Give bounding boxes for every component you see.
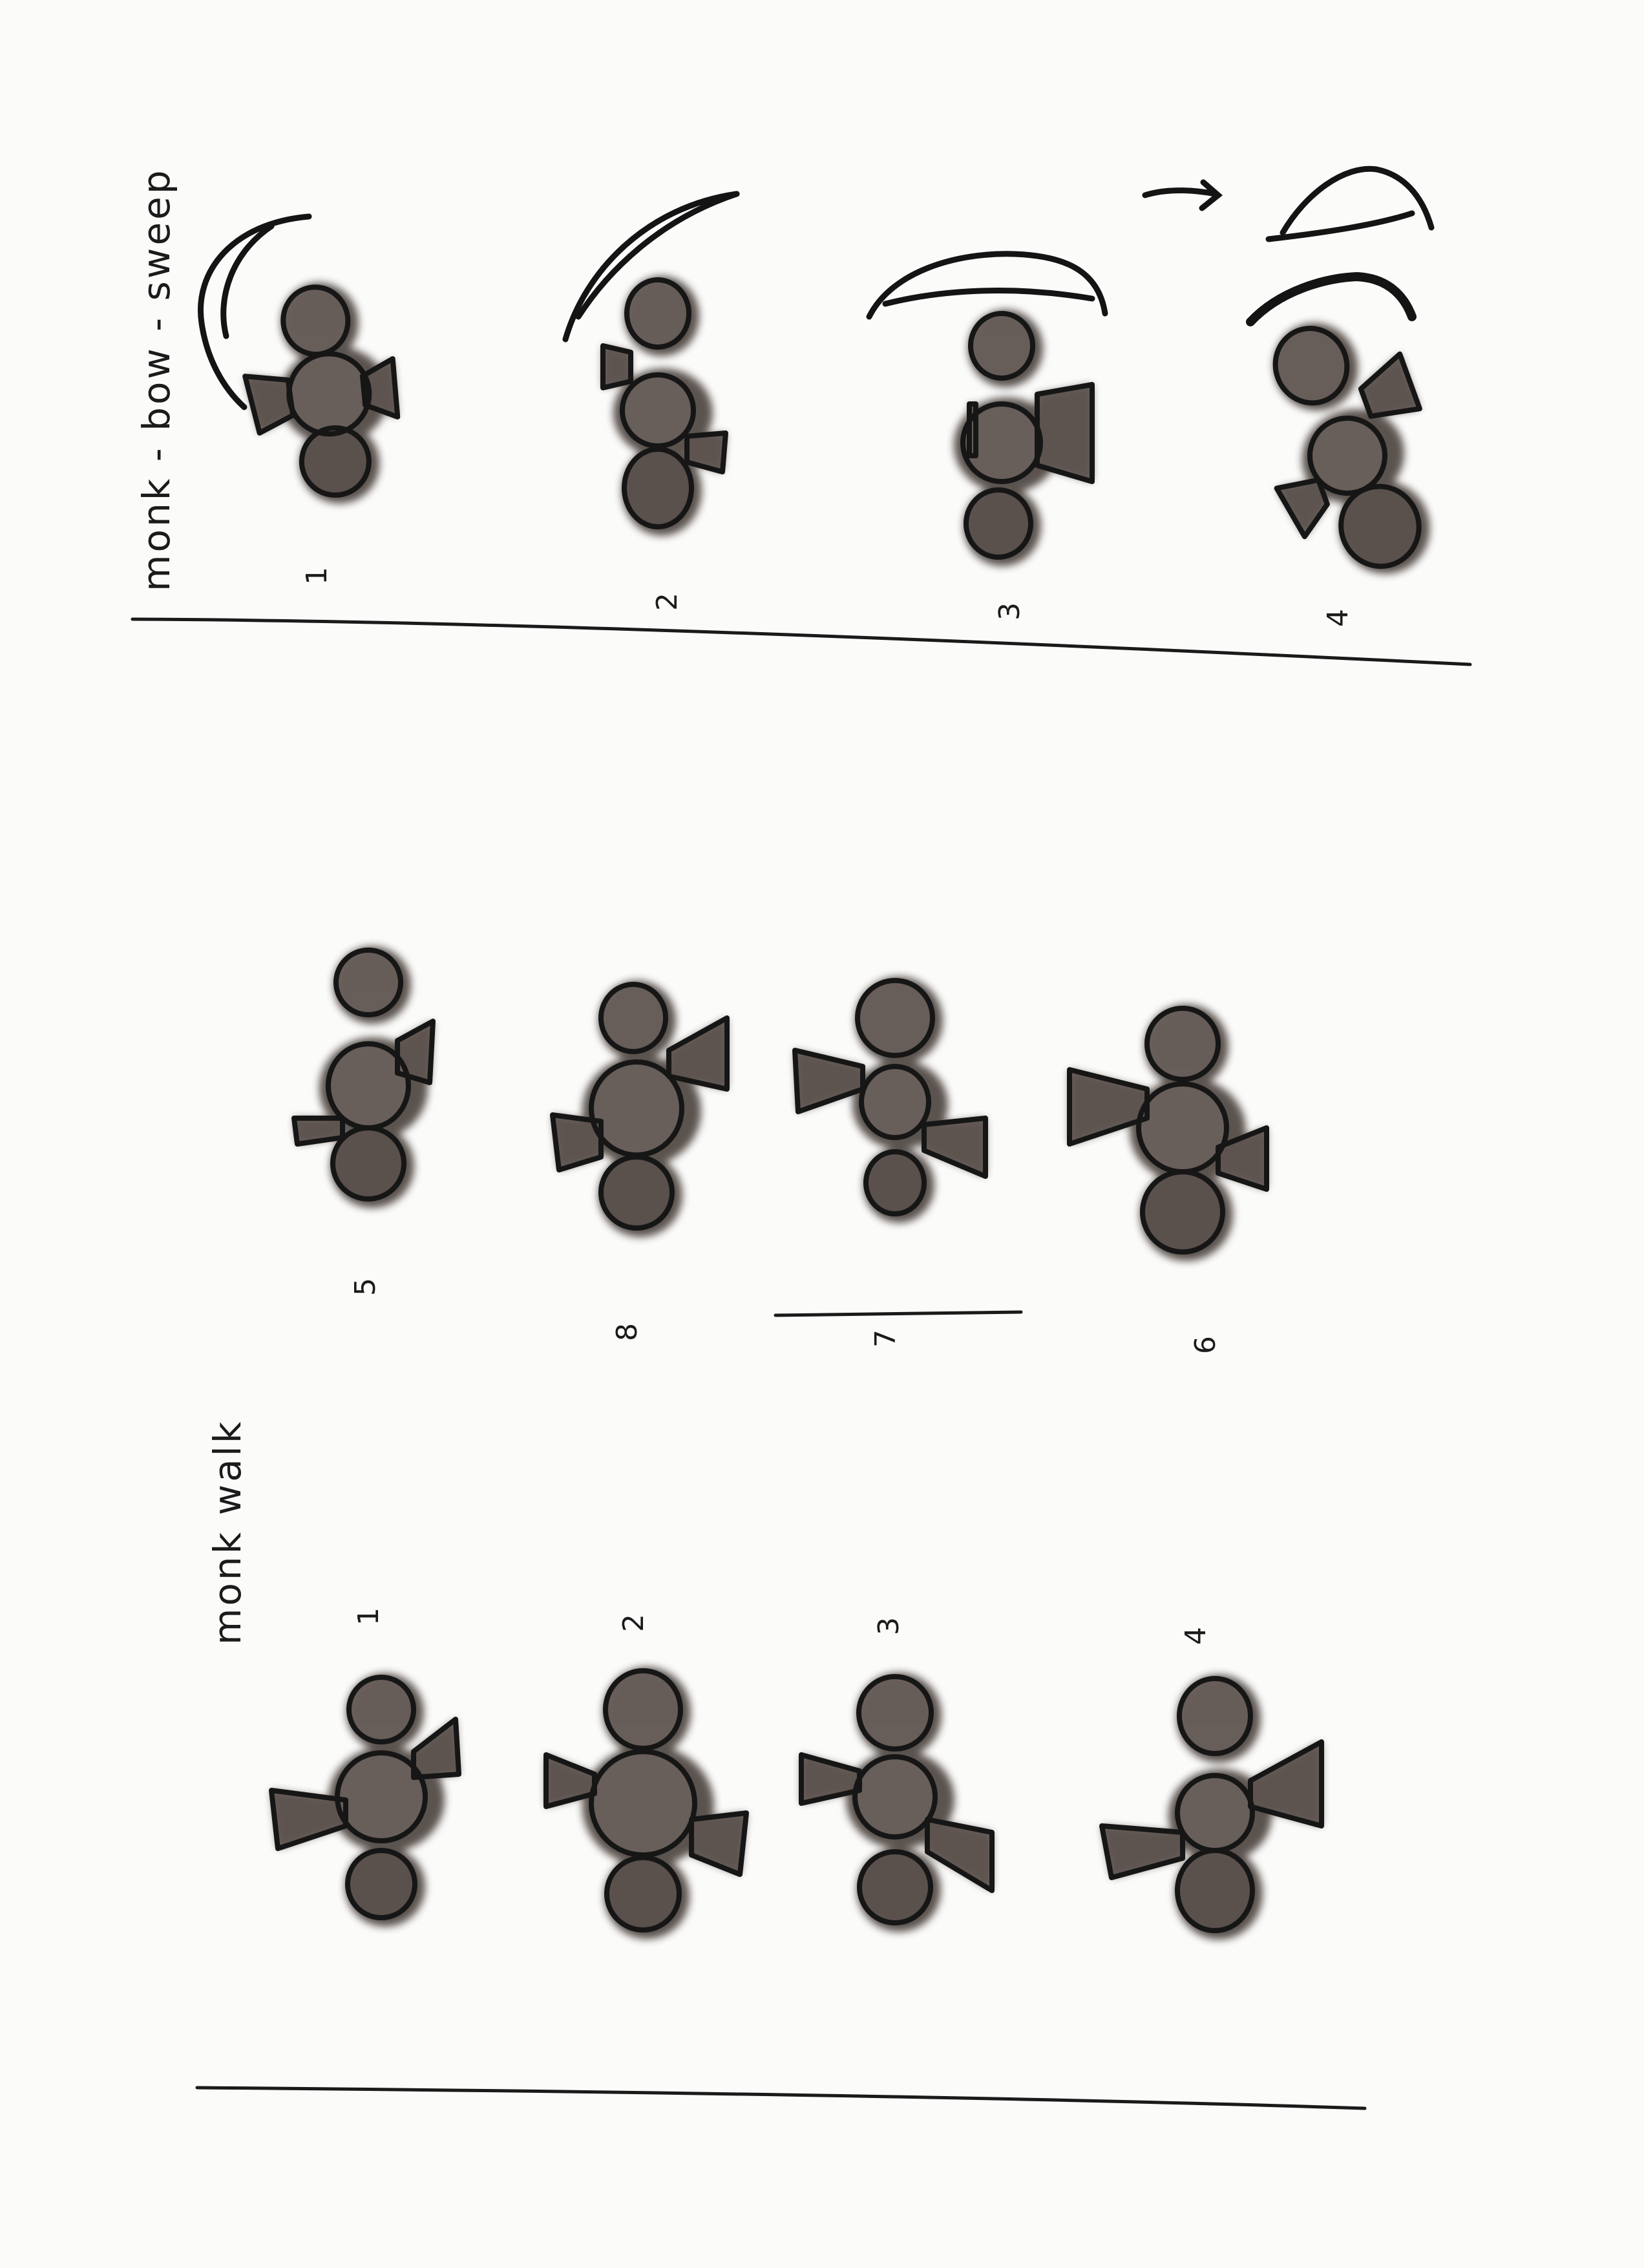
walk-monk-frame-6 — [1067, 1004, 1269, 1261]
walk-frame-label: 5 — [349, 1278, 382, 1296]
walk-frame-label: 1 — [352, 1607, 385, 1626]
walk-monk-figures — [269, 946, 1324, 1940]
bow-sweep-baseline — [131, 617, 1472, 666]
walk-section: monk walk 5 8 7 6 1 2 3 4 — [195, 946, 1367, 2110]
walk-monk-frame-4 — [1099, 1675, 1324, 1940]
walk-baseline — [195, 2086, 1367, 2110]
bow-frame-label: 3 — [993, 602, 1026, 620]
walk-divider — [774, 1310, 1023, 1317]
walk-monk-frame-1 — [269, 1673, 461, 1927]
walk-monk-frame-2 — [543, 1667, 749, 1939]
walk-monk-frame-8 — [550, 980, 730, 1237]
bow-monk-frame-4 — [1272, 323, 1430, 574]
walk-title: monk walk — [206, 1419, 249, 1645]
sweep-strokes — [198, 165, 1435, 410]
bow-frame-label: 2 — [651, 593, 684, 611]
walk-frame-label: 4 — [1179, 1627, 1212, 1645]
bow-monk-frame-3 — [954, 310, 1095, 566]
bow-frame-label: 1 — [300, 567, 333, 585]
walk-monk-frame-5 — [291, 946, 436, 1208]
bow-frame-label: 4 — [1322, 609, 1354, 627]
walk-frame-label: 6 — [1189, 1336, 1222, 1354]
walk-monk-frame-3 — [799, 1673, 995, 1932]
walk-frame-label: 7 — [869, 1330, 902, 1348]
walk-frame-label: 3 — [872, 1617, 905, 1635]
bow-monk-frame-1 — [242, 282, 401, 504]
bow-sweep-section: monk - bow - sweep 1 2 3 4 — [131, 165, 1472, 666]
walk-frame-label: 2 — [617, 1614, 650, 1632]
bow-monk-figures — [242, 276, 1430, 574]
bow-monk-frame-2 — [600, 276, 728, 536]
walk-monk-frame-7 — [792, 977, 988, 1223]
walk-frame-label: 8 — [611, 1323, 644, 1341]
bow-sweep-title: monk - bow - sweep — [134, 167, 178, 591]
